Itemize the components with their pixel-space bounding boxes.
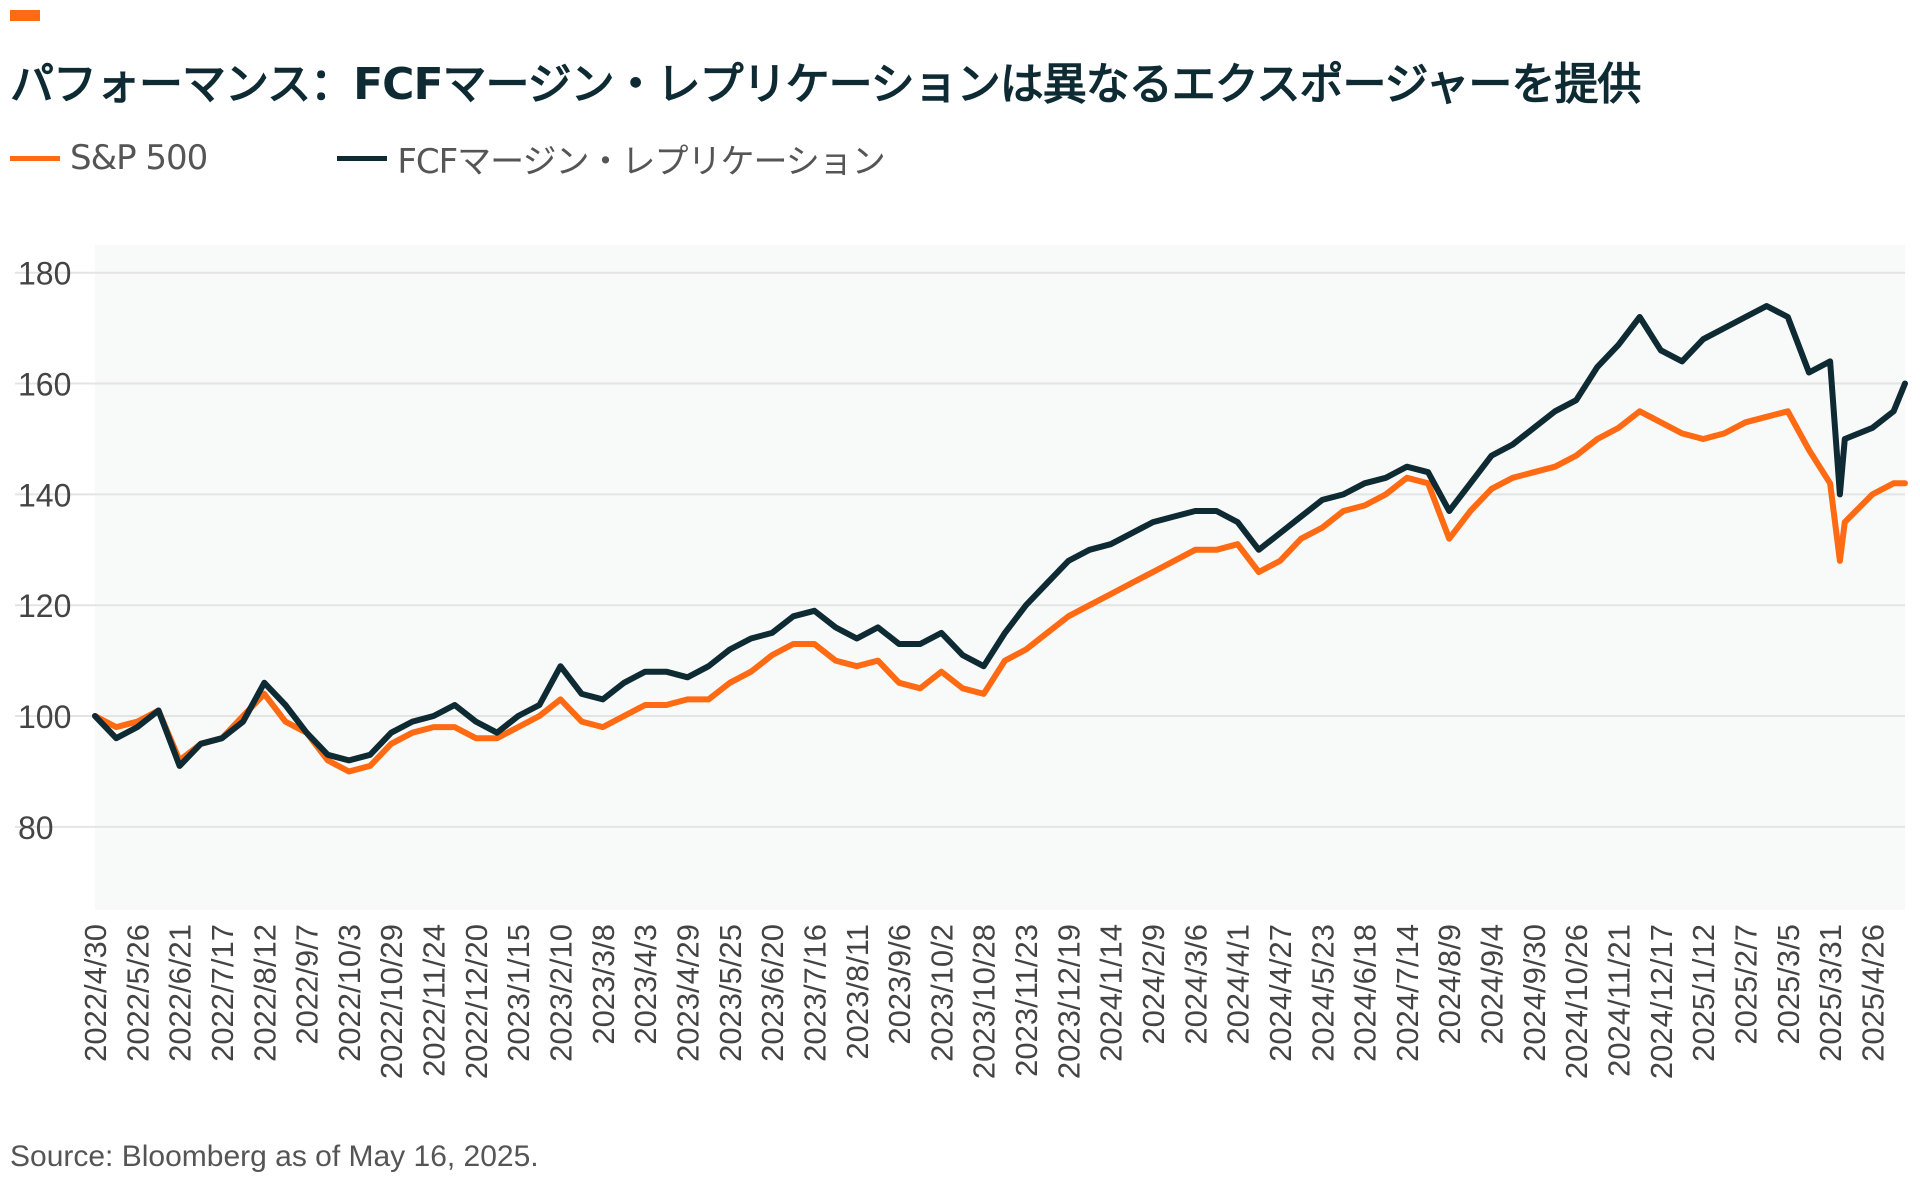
legend-item-fcf: FCFマージン・レプリケーション [337, 134, 886, 183]
y-tick-label: 80 [18, 810, 54, 846]
x-tick-label: 2022/12/20 [459, 924, 494, 1079]
x-tick-label: 2022/7/17 [205, 924, 240, 1062]
source-note: Source: Bloomberg as of May 16, 2025. [10, 1140, 539, 1173]
series-line-fcf [92, 303, 1908, 769]
series-line-sp500 [92, 408, 1908, 775]
x-tick-label: 2022/11/24 [417, 924, 452, 1077]
x-tick-label: 2024/2/9 [1136, 924, 1171, 1045]
x-tick-label: 2023/5/25 [713, 924, 748, 1062]
x-tick-label: 2025/4/26 [1855, 924, 1890, 1062]
x-tick-label: 2022/10/29 [374, 924, 409, 1079]
x-tick-label: 2023/1/15 [501, 924, 536, 1062]
x-tick-label: 2023/10/28 [967, 924, 1002, 1079]
legend-swatch-fcf [337, 155, 388, 161]
y-tick-label: 100 [18, 699, 71, 735]
legend-label-sp500: S&P 500 [70, 138, 208, 178]
x-tick-label: 2024/8/9 [1432, 924, 1467, 1045]
x-tick-label: 2022/9/7 [290, 924, 325, 1045]
x-tick-label: 2023/9/6 [882, 924, 917, 1045]
x-tick-label: 2024/1/14 [1094, 924, 1129, 1062]
legend-item-sp500: S&P 500 [10, 138, 208, 178]
legend: S&P 500 FCFマージン・レプリケーション [10, 138, 1015, 182]
y-tick-label: 120 [18, 588, 71, 624]
x-tick-label: 2022/8/12 [247, 924, 282, 1062]
plot-area [95, 245, 1905, 910]
x-tick-label: 2025/3/31 [1813, 924, 1848, 1062]
x-tick-label: 2024/11/21 [1602, 924, 1637, 1077]
x-tick-label: 2024/7/14 [1390, 924, 1425, 1062]
x-tick-label: 2024/9/30 [1517, 924, 1552, 1062]
y-tick-label: 160 [18, 367, 71, 403]
x-tick-label: 2024/4/27 [1263, 924, 1298, 1062]
legend-label-fcf: FCFマージン・レプリケーション [397, 141, 885, 182]
x-tick-label: 2024/3/6 [1178, 924, 1213, 1045]
x-tick-label: 2023/10/2 [924, 924, 959, 1062]
chart-title: パフォーマンス：FCFマージン・レプリケーションは異なるエクスポージャーを提供 [10, 59, 1641, 110]
x-tick-label: 2023/2/10 [544, 924, 579, 1062]
x-tick-label: 2025/1/12 [1686, 924, 1721, 1062]
x-tick-label: 2023/4/3 [628, 924, 663, 1045]
x-tick-label: 2024/6/18 [1348, 924, 1383, 1062]
x-tick-label: 2024/10/26 [1559, 924, 1594, 1079]
x-tick-label: 2023/3/8 [586, 924, 621, 1045]
x-tick-label: 2022/4/30 [78, 924, 113, 1062]
x-tick-label: 2022/10/3 [332, 924, 367, 1062]
y-tick-label: 140 [18, 477, 71, 513]
x-tick-label: 2025/3/5 [1771, 924, 1806, 1045]
x-tick-label: 2024/4/1 [1221, 924, 1256, 1045]
x-tick-label: 2023/8/11 [840, 924, 875, 1060]
x-tick-label: 2024/9/4 [1475, 924, 1510, 1045]
y-tick-label: 180 [18, 256, 71, 292]
x-tick-label: 2023/6/20 [755, 924, 790, 1062]
x-tick-label: 2022/5/26 [120, 924, 155, 1062]
x-tick-label: 2022/6/21 [163, 924, 198, 1062]
accent-bar [10, 10, 40, 21]
x-tick-label: 2025/2/7 [1729, 924, 1764, 1045]
x-tick-label: 2024/12/17 [1644, 924, 1679, 1079]
x-tick-label: 2023/11/23 [1009, 924, 1044, 1077]
legend-swatch-sp500 [10, 155, 60, 161]
x-tick-label: 2024/5/23 [1305, 924, 1340, 1062]
x-tick-label: 2023/4/29 [671, 924, 706, 1062]
x-tick-label: 2023/12/19 [1051, 924, 1086, 1079]
x-tick-label: 2023/7/16 [797, 924, 832, 1062]
